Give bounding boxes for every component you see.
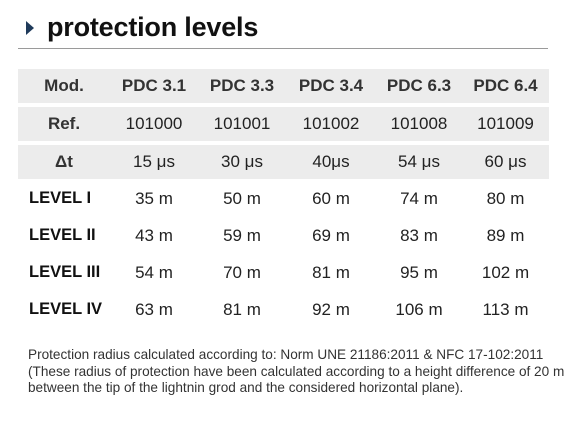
table-row-level-1: LEVEL I 35 m 50 m 60 m 74 m 80 m bbox=[18, 183, 549, 214]
table-cell: 81 m bbox=[312, 262, 350, 282]
section-title: protection levels bbox=[47, 12, 259, 42]
table-cell: 95 m bbox=[400, 262, 438, 282]
table-cell: 106 m bbox=[395, 299, 443, 319]
arrow-right-icon bbox=[26, 21, 34, 35]
table-cell: 59 m bbox=[223, 225, 261, 245]
table-cell: 60 m bbox=[312, 188, 350, 208]
table-cell: 92 m bbox=[312, 299, 350, 319]
column-header: PDC 6.4 bbox=[473, 76, 538, 95]
table-cell: 54 m bbox=[135, 262, 173, 282]
row-label: LEVEL IV bbox=[29, 300, 103, 318]
table-row-ref: Ref. 101000 101001 101002 101008 101009 bbox=[18, 107, 549, 141]
column-header: PDC 6.3 bbox=[386, 76, 452, 95]
table-cell: 80 m bbox=[486, 188, 525, 208]
table-row-level-4: LEVEL IV 63 m 81 m 92 m 106 m 113 m bbox=[18, 294, 549, 325]
table-cell: 101009 bbox=[477, 114, 534, 133]
row-label: LEVEL II bbox=[29, 226, 96, 244]
table-cell: 50 m bbox=[223, 188, 261, 208]
protection-levels-table: Mod. PDC 3.1 PDC 3.3 PDC 3.4 PDC 6.3 PDC… bbox=[18, 69, 549, 331]
table-cell: 43 m bbox=[135, 225, 173, 245]
table-row-level-2: LEVEL II 43 m 59 m 69 m 83 m 89 m bbox=[18, 220, 549, 251]
table-cell: 40μs bbox=[312, 152, 350, 171]
table-row-dt: Δt 15 μs 30 μs 40μs 54 μs 60 μs bbox=[18, 145, 549, 179]
table-cell: 30 μs bbox=[221, 152, 263, 171]
table-cell: 69 m bbox=[312, 225, 350, 245]
table-cell: 54 μs bbox=[398, 152, 440, 171]
table-cell: 83 m bbox=[400, 225, 438, 245]
table-cell: 113 m bbox=[482, 299, 529, 319]
table-cell: 101002 bbox=[302, 114, 360, 133]
row-label: LEVEL I bbox=[29, 189, 92, 207]
table-header-row: Mod. PDC 3.1 PDC 3.3 PDC 3.4 PDC 6.3 PDC… bbox=[18, 69, 549, 103]
row-label: Δt bbox=[55, 152, 73, 171]
table-cell: 74 m bbox=[400, 188, 438, 208]
table-cell: 101008 bbox=[390, 114, 448, 133]
table-cell: 102 m bbox=[481, 262, 530, 282]
footnote-text: Protection radius calculated according t… bbox=[28, 347, 565, 396]
table-cell: 15 μs bbox=[133, 152, 175, 171]
row-label: LEVEL III bbox=[29, 263, 101, 281]
row-label: Mod. bbox=[44, 76, 84, 95]
column-header: PDC 3.4 bbox=[298, 76, 364, 95]
row-label: Ref. bbox=[47, 114, 81, 133]
table-cell: 89 m bbox=[486, 225, 525, 245]
table-row-level-3: LEVEL III 54 m 70 m 81 m 95 m 102 m bbox=[18, 257, 549, 288]
table-cell: 60 μs bbox=[484, 152, 527, 171]
table-cell: 101000 bbox=[125, 114, 183, 133]
table-cell: 63 m bbox=[135, 299, 173, 319]
column-header: PDC 3.3 bbox=[209, 76, 275, 95]
column-header: PDC 3.1 bbox=[121, 76, 187, 95]
table-cell: 81 m bbox=[223, 299, 261, 319]
table-cell: 70 m bbox=[223, 262, 261, 282]
table-cell: 35 m bbox=[135, 188, 173, 208]
section-header: protection levels bbox=[18, 10, 548, 49]
table-cell: 101001 bbox=[213, 114, 271, 133]
